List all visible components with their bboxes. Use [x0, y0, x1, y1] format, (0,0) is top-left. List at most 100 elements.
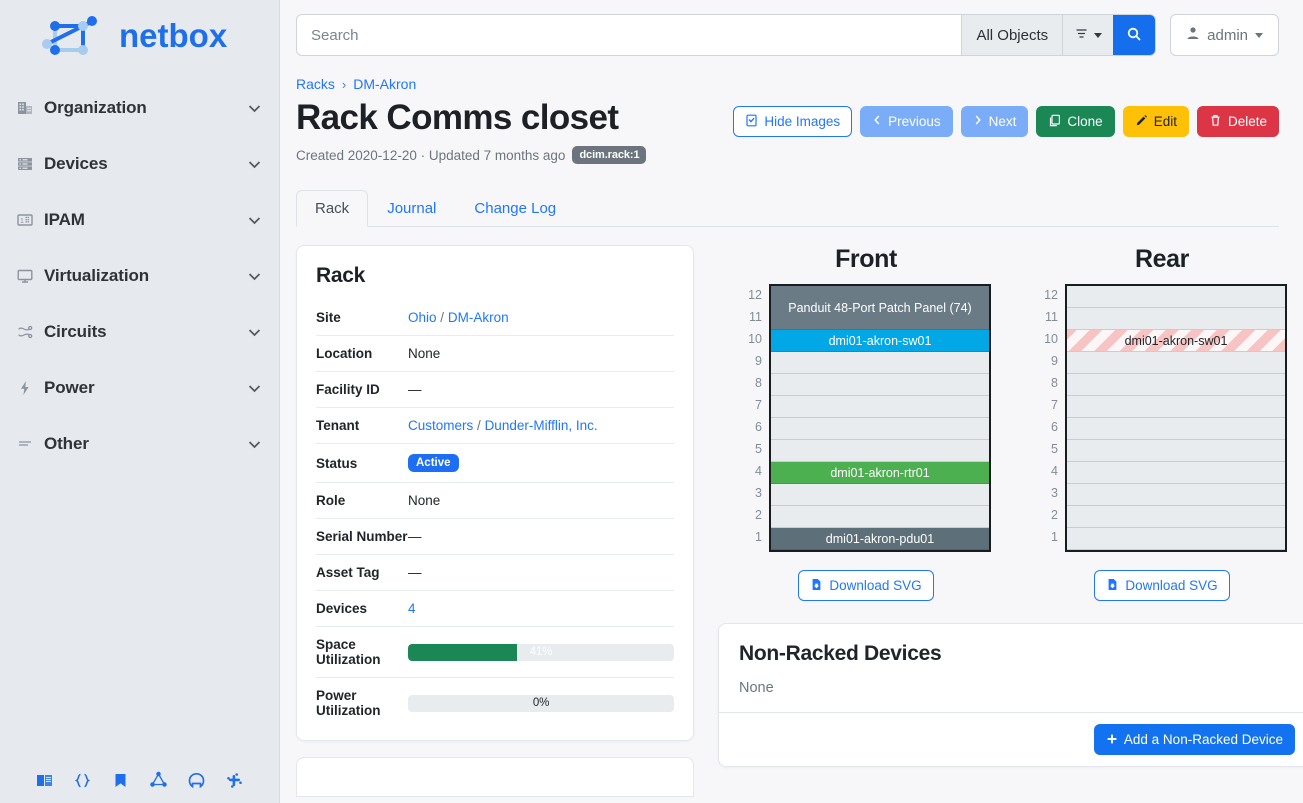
download-svg-front-button[interactable]: Download SVG	[798, 570, 934, 602]
rack-unit-slot[interactable]	[771, 484, 989, 507]
slack-icon[interactable]	[225, 771, 244, 790]
sidebar-footer-links	[0, 757, 279, 803]
sidebar-item-organization[interactable]: Organization	[16, 80, 263, 136]
sidebar-item-virtualization[interactable]: Virtualization	[16, 248, 263, 304]
chevron-down-icon[interactable]	[246, 156, 263, 173]
devices-count-link[interactable]: 4	[408, 601, 416, 617]
rack-device[interactable]: Panduit 48-Port Patch Panel (74)	[771, 286, 989, 331]
row-value: —	[408, 518, 674, 555]
button-label: Delete	[1227, 113, 1267, 129]
rack-unit-slot[interactable]	[771, 418, 989, 441]
row-value: —	[408, 371, 674, 408]
search-submit-button[interactable]	[1113, 15, 1156, 55]
object-scope-select[interactable]: All Objects	[961, 15, 1063, 55]
rack-unit-slot[interactable]	[1067, 528, 1285, 551]
search-filter-button[interactable]	[1062, 15, 1114, 55]
tab-change-log[interactable]: Change Log	[474, 200, 557, 218]
github-icon[interactable]	[187, 771, 206, 790]
rack-unit-label: 8	[755, 376, 762, 391]
tab-rack[interactable]: Rack	[296, 190, 369, 228]
sidebar-item-other[interactable]: Other	[16, 416, 263, 472]
status-badge: Active	[408, 454, 459, 473]
copy-icon	[1048, 114, 1061, 130]
rack-unit-slot[interactable]	[1067, 506, 1285, 529]
rack-unit-slot[interactable]	[1067, 440, 1285, 463]
book-icon[interactable]	[35, 771, 54, 790]
edit-button[interactable]: Edit	[1122, 106, 1189, 137]
rack-unit-label: 7	[755, 398, 762, 413]
breadcrumb-site-link[interactable]: DM-Akron	[353, 76, 417, 92]
user-name: admin	[1207, 26, 1248, 44]
rack-unit-slot[interactable]	[771, 506, 989, 529]
download-svg-rear-button[interactable]: Download SVG	[1094, 570, 1230, 602]
topbar: All Objects admin	[280, 0, 1303, 68]
rack-unit-slot[interactable]	[1067, 462, 1285, 485]
table-row: Asset Tag —	[316, 554, 674, 591]
breadcrumb-racks-link[interactable]: Racks	[296, 76, 335, 92]
rack-unit-label: 6	[755, 420, 762, 435]
rack-unit-slot[interactable]	[771, 352, 989, 375]
rack-unit-slot[interactable]	[1067, 374, 1285, 397]
rack-unit-slot[interactable]	[1067, 418, 1285, 441]
chevron-down-icon	[1094, 32, 1103, 38]
sidebar-item-label: Circuits	[44, 322, 107, 341]
rack-device[interactable]: dmi01-akron-sw01	[771, 330, 989, 353]
previous-button[interactable]: Previous	[860, 106, 953, 137]
rack-elevations: Front 12 11 10 9 8 7 6 5 4 3 2 1 Panduit 48-Port Pa…	[718, 245, 1303, 602]
row-value: 41%	[408, 626, 674, 678]
sidebar-item-power[interactable]: Power	[16, 360, 263, 416]
chevron-down-icon[interactable]	[246, 212, 263, 229]
search-input[interactable]	[297, 15, 962, 55]
rack-unit-slot[interactable]	[1067, 396, 1285, 419]
rack-device[interactable]: dmi01-akron-pdu01	[771, 528, 989, 551]
rack-unit-slot[interactable]	[1067, 352, 1285, 375]
rear-title: Rear	[1135, 245, 1189, 274]
rack-elevation-rear: Rear 12 11 10 9 8 7 6 5 4 3 2 1 dmi01-akron-sw01	[1014, 245, 1303, 602]
file-download-icon	[1106, 578, 1119, 594]
rack-unit-slot[interactable]	[1067, 286, 1285, 309]
rack-unit-slot[interactable]	[1067, 308, 1285, 331]
chevron-down-icon[interactable]	[246, 436, 263, 453]
sidebar-item-circuits[interactable]: Circuits	[16, 304, 263, 360]
chevron-down-icon[interactable]	[246, 380, 263, 397]
tenant-group-link[interactable]: Customers	[408, 418, 474, 434]
chevron-down-icon[interactable]	[246, 100, 263, 117]
chevron-down-icon[interactable]	[246, 268, 263, 285]
sidebar-item-ipam[interactable]: 1 IPAM	[16, 192, 263, 248]
row-value: None	[408, 482, 674, 519]
rack-device[interactable]: dmi01-akron-rtr01	[771, 462, 989, 485]
tab-journal[interactable]: Journal	[387, 200, 437, 218]
graphql-icon[interactable]	[149, 771, 168, 790]
braces-icon[interactable]	[73, 771, 92, 790]
site-region-link[interactable]: Ohio	[408, 310, 437, 326]
table-row: Serial Number —	[316, 518, 674, 555]
rack-unit-slot[interactable]	[771, 396, 989, 419]
bookmark-icon[interactable]	[111, 771, 130, 790]
button-label: Previous	[888, 113, 941, 129]
rack-unit-label: 11	[1045, 310, 1058, 325]
tenant-link[interactable]: Dunder-Mifflin, Inc.	[484, 418, 598, 434]
site-link[interactable]: DM-Akron	[447, 310, 509, 326]
rack-unit-slot[interactable]	[1067, 484, 1285, 507]
rack-device[interactable]: dmi01-akron-sw01	[1067, 330, 1285, 353]
netbox-logo[interactable]: netbox	[0, 0, 279, 80]
rack-unit-slot[interactable]	[771, 440, 989, 463]
hide-images-button[interactable]: Hide Images	[733, 106, 853, 137]
rack-unit-slot[interactable]	[771, 374, 989, 397]
chevron-down-icon[interactable]	[246, 324, 263, 341]
svg-text:netbox: netbox	[119, 17, 228, 54]
add-non-racked-device-button[interactable]: Add a Non-Racked Device	[1093, 724, 1295, 756]
tab-bar: Rack Journal Change Log	[296, 190, 1279, 228]
delete-button[interactable]: Delete	[1196, 106, 1279, 137]
row-label: Role	[316, 482, 408, 519]
rack-unit-label: 6	[1051, 420, 1058, 435]
front-unit-labels: 12 11 10 9 8 7 6 5 4 3 2 1	[741, 284, 769, 552]
page-header: Rack Comms closet Created 2020-12-20 · U…	[296, 98, 1279, 165]
clone-button[interactable]: Clone	[1036, 106, 1115, 137]
sidebar-item-devices[interactable]: Devices	[16, 136, 263, 192]
ip-icon: 1	[16, 211, 44, 229]
next-button[interactable]: Next	[960, 106, 1029, 137]
sidebar-item-label: Other	[44, 434, 89, 453]
user-menu-button[interactable]: admin	[1170, 14, 1279, 56]
row-value: Active	[408, 443, 674, 483]
